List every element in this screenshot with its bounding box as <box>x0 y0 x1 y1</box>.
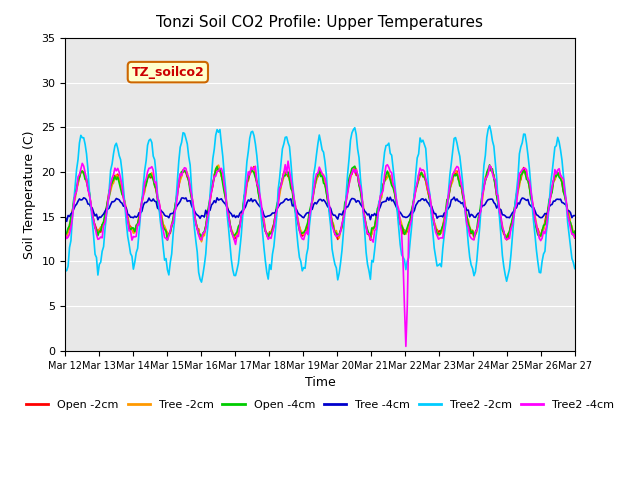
Legend: Open -2cm, Tree -2cm, Open -4cm, Tree -4cm, Tree2 -2cm, Tree2 -4cm: Open -2cm, Tree -2cm, Open -4cm, Tree -4… <box>22 395 618 414</box>
Line: Tree2 -2cm: Tree2 -2cm <box>65 126 575 282</box>
Tree2 -4cm <box>284 158 292 164</box>
Line: Tree -4cm: Tree -4cm <box>65 197 575 221</box>
Open -4cm <box>124 217 132 223</box>
Open -4cm <box>164 237 172 243</box>
Line: Open -2cm: Open -2cm <box>65 167 575 240</box>
Tree2 -2cm <box>214 130 222 135</box>
Open -2cm <box>232 235 239 241</box>
Tree2 -4cm <box>545 203 553 208</box>
Tree2 -4cm <box>230 237 238 242</box>
Open -2cm <box>61 234 69 240</box>
Open -4cm <box>240 193 248 199</box>
X-axis label: Time: Time <box>305 376 335 389</box>
Tree -4cm <box>571 213 579 218</box>
Tree -4cm <box>232 215 239 220</box>
Tree -4cm <box>63 218 70 224</box>
Open -4cm <box>486 162 493 168</box>
Tree -4cm <box>214 197 222 203</box>
Tree -4cm <box>285 197 293 203</box>
Tree2 -2cm <box>61 268 69 274</box>
Tree2 -4cm <box>571 235 579 240</box>
Tree2 -2cm <box>198 279 205 285</box>
Tree2 -2cm <box>571 266 579 272</box>
Line: Tree2 -4cm: Tree2 -4cm <box>65 161 575 347</box>
Tree -2cm <box>233 234 241 240</box>
Open -4cm <box>61 232 69 238</box>
Open -4cm <box>232 231 239 237</box>
Tree -4cm <box>451 194 458 200</box>
Open -2cm <box>198 237 205 243</box>
Tree -4cm <box>61 215 69 220</box>
Open -4cm <box>571 228 579 234</box>
Tree2 -2cm <box>240 194 248 200</box>
Y-axis label: Soil Temperature (C): Soil Temperature (C) <box>23 130 36 259</box>
Open -2cm <box>250 164 258 169</box>
Title: Tonzi Soil CO2 Profile: Upper Temperatures: Tonzi Soil CO2 Profile: Upper Temperatur… <box>157 15 483 30</box>
Tree2 -4cm <box>402 344 410 349</box>
Tree -2cm <box>216 168 224 174</box>
Tree -2cm <box>214 162 222 168</box>
Text: TZ_soilco2: TZ_soilco2 <box>131 66 204 79</box>
Tree -2cm <box>287 180 295 186</box>
Tree -4cm <box>240 206 248 212</box>
Open -2cm <box>287 181 295 187</box>
Open -4cm <box>285 177 293 182</box>
Tree2 -2cm <box>285 144 293 149</box>
Open -4cm <box>214 168 222 174</box>
Open -2cm <box>545 202 553 207</box>
Tree -4cm <box>545 204 553 210</box>
Tree2 -2cm <box>232 273 239 278</box>
Tree -2cm <box>242 194 250 200</box>
Tree -2cm <box>124 213 132 218</box>
Tree -4cm <box>125 212 133 218</box>
Tree2 -2cm <box>545 200 553 206</box>
Open -2cm <box>124 216 132 222</box>
Tree2 -4cm <box>213 169 221 175</box>
Tree2 -2cm <box>124 233 132 239</box>
Line: Tree -2cm: Tree -2cm <box>65 165 575 242</box>
Open -4cm <box>545 196 553 202</box>
Tree -2cm <box>545 201 553 206</box>
Tree2 -4cm <box>239 211 246 216</box>
Tree -2cm <box>571 229 579 235</box>
Open -2cm <box>214 167 222 172</box>
Tree2 -4cm <box>61 231 69 237</box>
Tree2 -2cm <box>486 123 493 129</box>
Tree -2cm <box>61 232 69 238</box>
Line: Open -4cm: Open -4cm <box>65 165 575 240</box>
Tree2 -4cm <box>285 168 293 174</box>
Open -2cm <box>240 197 248 203</box>
Tree2 -4cm <box>124 217 132 223</box>
Tree -2cm <box>198 239 205 245</box>
Open -2cm <box>571 235 579 241</box>
